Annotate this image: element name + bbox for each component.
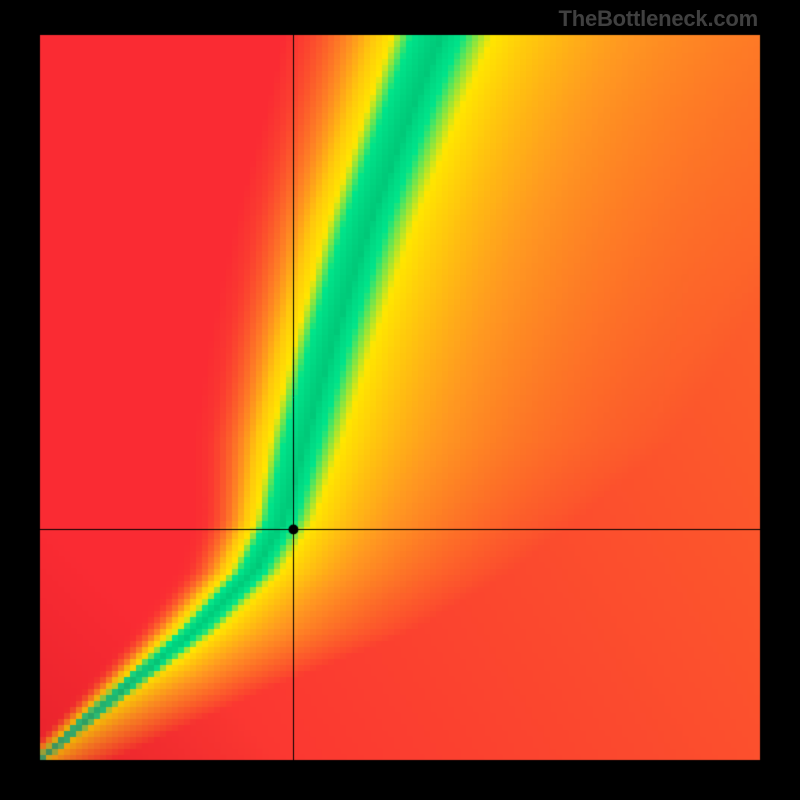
heatmap-canvas xyxy=(0,0,800,800)
watermark-label: TheBottleneck.com xyxy=(558,6,758,32)
chart-container: TheBottleneck.com xyxy=(0,0,800,800)
